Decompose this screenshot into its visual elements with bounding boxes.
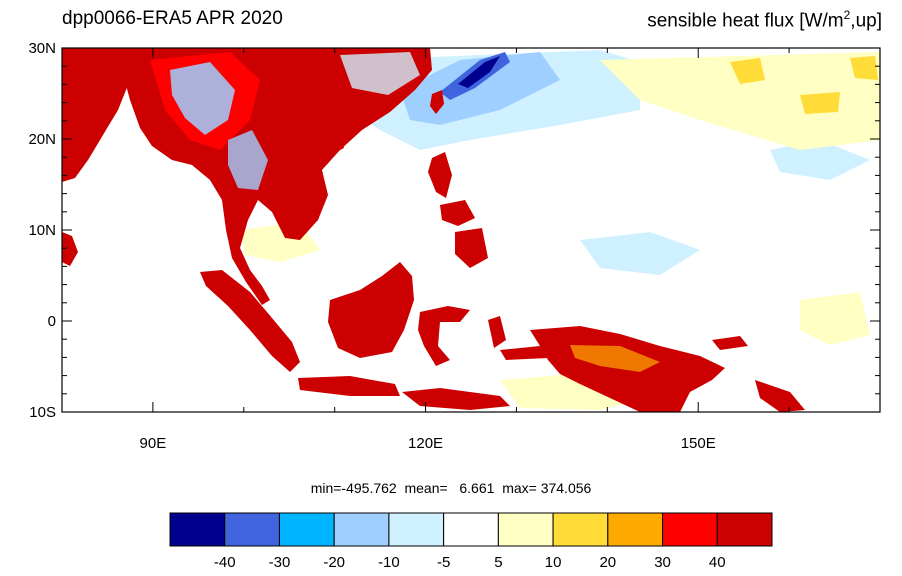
colorbar-label: -40 [214,554,236,571]
lat-tick-label: 30N [28,40,56,57]
title-unit-end: ,up] [850,10,882,32]
colorbar-swatch [607,512,664,547]
land-hainan [326,136,344,154]
stat-min-value: -495.762 [341,480,397,496]
colorbar-label: 20 [599,554,616,571]
flux-statistics: min=-495.762 mean= 6.661 max= 374.056 [0,480,902,496]
longitude-labels: 90E 120E 150E [140,435,716,452]
land-philippines-visayas [440,200,475,226]
land-java [298,376,400,396]
colorbar-swatch [169,512,226,547]
plot-title-left: dpp0066-ERA5 APR 2020 [62,8,283,29]
colorbar-label: -10 [378,554,400,571]
land-maluku [488,316,506,348]
lon-tick-label: 90E [140,435,167,452]
land-taiwan [430,90,444,114]
land-borneo [328,262,414,358]
ocean-light-negative-flux-east [770,140,870,180]
stat-min-label: min= [310,480,342,496]
land-sumatra [200,270,300,372]
lat-tick-label: 20N [28,131,56,148]
colorbar-label: 5 [494,554,502,571]
land-philippines-mindanao [455,228,488,268]
map-plot-area [61,47,881,413]
plot-title-right: sensible heat flux [W/m2,up] [647,8,882,32]
lon-tick-label: 120E [408,435,443,452]
land-new-guinea-highlands [570,345,660,372]
land-philippines-luzon [428,152,452,198]
land-mainland-negative-speckle [170,62,235,135]
land-new-britain [712,336,748,350]
colorbar-swatch [716,512,773,547]
land-indochina-negative-speckle [228,130,268,190]
lat-tick-label: 10N [28,222,56,239]
colorbar-swatch [224,512,280,547]
colorbar-swatch [552,512,609,547]
land-china-negative-speckle [340,52,420,95]
colorbar-swatch [388,512,445,547]
colorbar-label: -5 [437,554,450,571]
colorbar-swatch [497,512,554,547]
land-seram [500,346,548,360]
lon-tick-label: 150E [681,435,716,452]
title-variable: sensible heat flux [W/m [647,10,844,32]
land-india [62,48,130,182]
colorbar-swatch [278,512,335,547]
lat-tick-label: 10S [29,404,56,421]
ocean-very-strong-negative-flux [458,56,500,88]
title-unit-exponent: 2 [843,8,851,22]
map-tick-marks [61,47,881,413]
colorbar-swatch [333,512,390,547]
ocean-light-positive-flux-northeast [600,52,880,150]
ocean-light-negative-flux-pacific [580,232,700,275]
land-solomon-islands [755,380,805,412]
ocean-light-positive-flux-east2 [800,292,870,345]
stat-max-label: max= [502,480,537,496]
land-sulawesi [418,306,470,366]
land-lesser-sunda [402,388,510,410]
ocean-positive-flux-patch-1 [730,58,765,84]
ocean-positive-flux-patch-2 [800,92,840,114]
lat-tick-label: 0 [48,313,56,330]
latitude-labels: 30N 20N 10N 0 10S [28,40,56,421]
colorbar-label: 40 [709,554,726,571]
colorbar-swatch [662,512,718,547]
colorbar-swatch [443,512,499,547]
ocean-positive-flux-patch-3 [850,56,878,80]
colorbar: -40 -30 -20 -10 -5 5 10 20 30 40 [169,512,773,571]
stat-max-value: 374.056 [540,480,592,496]
stat-mean-label: mean= [404,480,448,496]
land-sri-lanka [62,232,78,266]
colorbar-label: 30 [654,554,671,571]
colorbar-label: -30 [269,554,291,571]
colorbar-label: 10 [545,554,562,571]
colorbar-label: -20 [323,554,345,571]
stat-mean-value: 6.661 [459,480,495,496]
